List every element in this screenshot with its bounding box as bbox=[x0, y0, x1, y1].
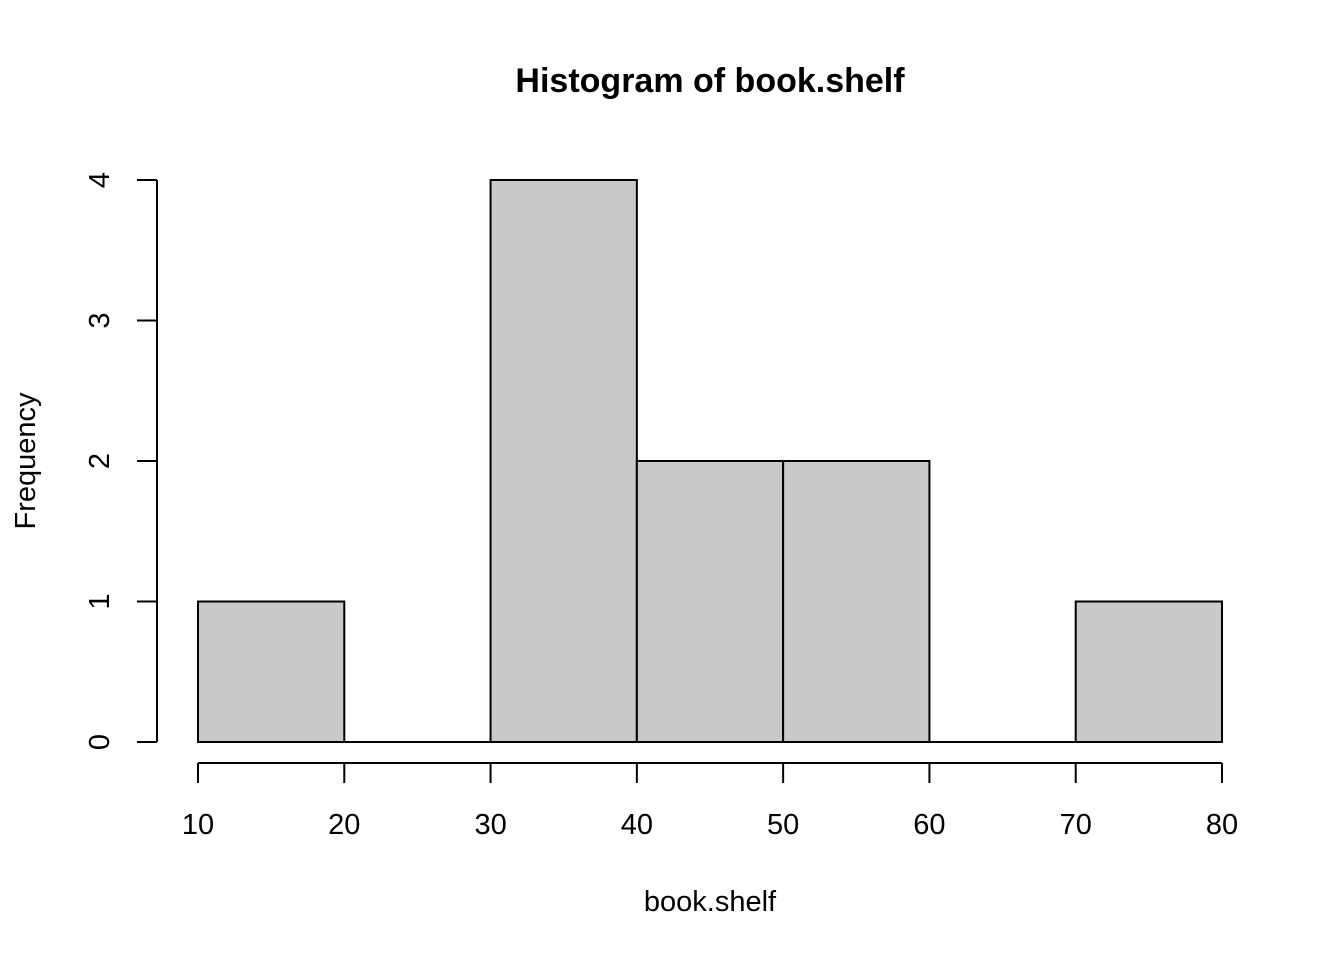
x-tick-label: 60 bbox=[913, 809, 945, 841]
x-tick-label: 70 bbox=[1060, 809, 1092, 841]
histogram-bar-6 bbox=[1074, 600, 1223, 743]
histogram-bar-4 bbox=[782, 460, 931, 743]
x-tick-label: 50 bbox=[767, 809, 799, 841]
y-tick-label: 1 bbox=[84, 593, 116, 609]
y-axis: 0 1 2 3 4 bbox=[84, 172, 158, 750]
x-tick-label: 30 bbox=[474, 809, 506, 841]
histogram-bar-0 bbox=[197, 600, 346, 743]
chart-title: Histogram of book.shelf bbox=[515, 62, 905, 100]
histogram-bar-3 bbox=[635, 460, 785, 743]
x-axis: 10 20 30 40 50 60 70 80 bbox=[182, 762, 1238, 841]
x-tick-label: 20 bbox=[328, 809, 360, 841]
x-tick-label: 80 bbox=[1206, 809, 1238, 841]
x-axis-label: book.shelf bbox=[644, 886, 777, 918]
y-tick-label: 4 bbox=[84, 172, 116, 188]
y-tick-label: 3 bbox=[84, 312, 116, 328]
x-tick-label: 40 bbox=[621, 809, 653, 841]
y-tick-label: 0 bbox=[84, 734, 116, 750]
bars-layer bbox=[197, 179, 1223, 743]
x-tick-label: 10 bbox=[182, 809, 214, 841]
y-axis-label: Frequency bbox=[10, 392, 42, 530]
histogram-bar-2 bbox=[489, 179, 638, 743]
y-tick-label: 2 bbox=[84, 453, 116, 469]
